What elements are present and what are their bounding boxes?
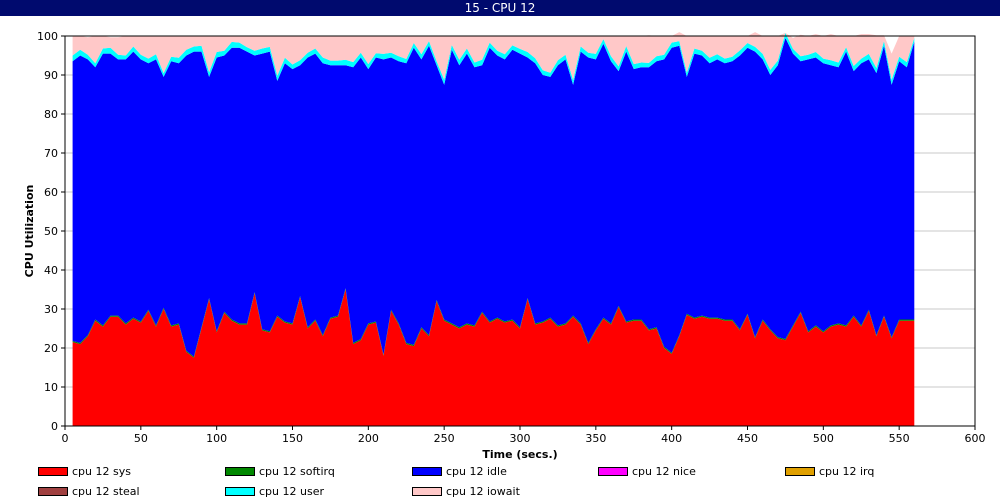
y-tick-label: 10 xyxy=(44,381,58,394)
legend-label: cpu 12 irq xyxy=(819,465,875,478)
legend-label: cpu 12 idle xyxy=(446,465,507,478)
area-cpu-12-idle xyxy=(72,37,915,357)
legend-item: cpu 12 nice xyxy=(598,466,778,478)
area-cpu-12-iowait xyxy=(72,32,915,81)
x-tick-label: 600 xyxy=(965,432,986,445)
window-title: 15 - CPU 12 xyxy=(0,0,1000,16)
legend-swatch xyxy=(225,467,255,476)
legend-swatch xyxy=(412,467,442,476)
stacked-areas xyxy=(72,32,915,426)
y-axis-label: CPU Utilization xyxy=(23,185,36,278)
y-tick-label: 0 xyxy=(51,420,58,433)
x-tick-label: 500 xyxy=(813,432,834,445)
x-axis-label: Time (secs.) xyxy=(482,448,557,461)
legend-label: cpu 12 user xyxy=(259,485,324,498)
y-tick-label: 90 xyxy=(44,69,58,82)
legend-item: cpu 12 iowait xyxy=(412,486,592,498)
y-tick-label: 50 xyxy=(44,225,58,238)
x-tick-label: 50 xyxy=(134,432,148,445)
cpu-utilization-chart: 0 10 20 30 40 50 60 70 80 90 100 0 50 100 150 200 250 300… xyxy=(23,30,986,461)
x-tick-label: 550 xyxy=(889,432,910,445)
y-tick-label: 70 xyxy=(44,147,58,160)
legend-label: cpu 12 steal xyxy=(72,485,140,498)
x-tick-label: 200 xyxy=(358,432,379,445)
legend-swatch xyxy=(412,487,442,496)
y-tick-label: 80 xyxy=(44,108,58,121)
y-tick-label: 40 xyxy=(44,264,58,277)
legend-item: cpu 12 irq xyxy=(785,466,965,478)
x-tick-label: 350 xyxy=(585,432,606,445)
area-cpu-12-sys xyxy=(72,289,915,426)
legend-label: cpu 12 sys xyxy=(72,465,131,478)
axes: 0 10 20 30 40 50 60 70 80 90 100 0 50 100 150 200 250 300… xyxy=(37,30,986,445)
legend-label: cpu 12 iowait xyxy=(446,485,520,498)
x-tick-label: 250 xyxy=(434,432,455,445)
legend-swatch xyxy=(598,467,628,476)
legend-item: cpu 12 sys xyxy=(38,466,218,478)
y-tick-label: 20 xyxy=(44,342,58,355)
legend-item: cpu 12 softirq xyxy=(225,466,405,478)
x-tick-label: 450 xyxy=(737,432,758,445)
legend-swatch xyxy=(785,467,815,476)
x-tick-label: 0 xyxy=(62,432,69,445)
legend-swatch xyxy=(225,487,255,496)
legend-label: cpu 12 nice xyxy=(632,465,696,478)
legend-label: cpu 12 softirq xyxy=(259,465,335,478)
legend-item: cpu 12 user xyxy=(225,486,405,498)
y-tick-label: 100 xyxy=(37,30,58,43)
y-tick-label: 30 xyxy=(44,303,58,316)
x-tick-label: 400 xyxy=(661,432,682,445)
legend-swatch xyxy=(38,487,68,496)
x-tick-label: 300 xyxy=(510,432,531,445)
legend-item: cpu 12 steal xyxy=(38,486,218,498)
legend-swatch xyxy=(38,467,68,476)
x-tick-label: 100 xyxy=(206,432,227,445)
legend-item: cpu 12 idle xyxy=(412,466,592,478)
y-tick-label: 60 xyxy=(44,186,58,199)
x-tick-label: 150 xyxy=(282,432,303,445)
